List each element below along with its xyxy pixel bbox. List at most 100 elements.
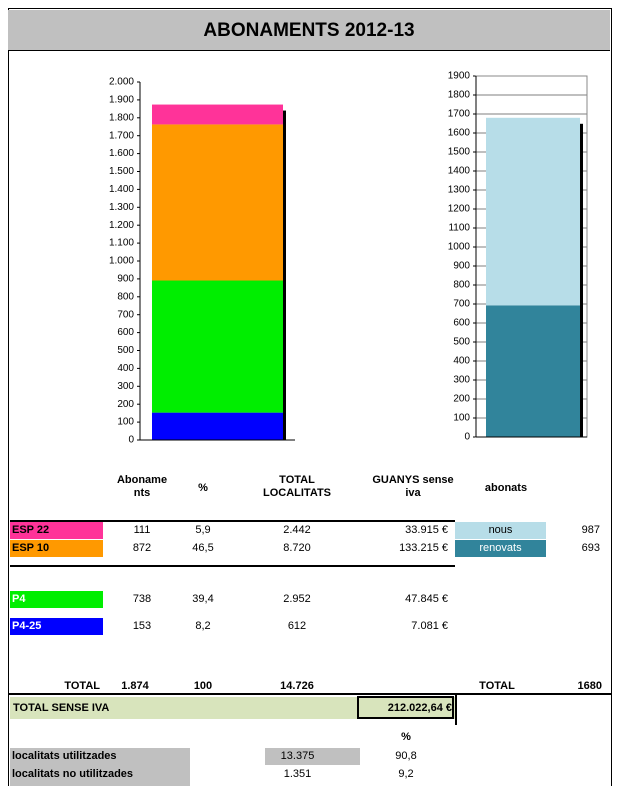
- abonats-cell: [455, 522, 546, 539]
- row-label-cell: [10, 540, 103, 557]
- label-bg: [10, 748, 190, 786]
- y-tick-label: 200: [117, 399, 134, 410]
- total-sense-iva-frame: [357, 696, 454, 719]
- page-frame: [8, 8, 612, 786]
- row-label: ESP 10: [12, 542, 50, 554]
- abonats-total-label: TOTAL: [479, 680, 515, 692]
- cell: 8,2: [195, 620, 211, 632]
- y-tick-label: 1500: [448, 147, 471, 158]
- total-label: TOTAL: [64, 680, 100, 692]
- abonats-total-value: 1680: [577, 680, 602, 692]
- y-tick-label: 100: [453, 413, 470, 424]
- column-header: abonats: [484, 482, 528, 494]
- total-cell: 14.726: [280, 680, 314, 692]
- cell: 2.442: [283, 524, 311, 536]
- row-label-cell: [10, 591, 103, 608]
- y-tick-label: 0: [128, 435, 134, 446]
- y-tick-label: 1300: [448, 185, 471, 196]
- divider: [455, 695, 457, 725]
- y-tick-label: 700: [453, 299, 470, 310]
- y-tick-label: 1.000: [109, 256, 134, 267]
- column-header: %: [198, 482, 208, 494]
- y-tick-label: 1.800: [109, 112, 134, 123]
- row-label-cell: [10, 522, 103, 539]
- cell: 47.845 €: [405, 593, 448, 605]
- bar-segment: [152, 124, 283, 281]
- bar-shadow: [580, 123, 583, 438]
- utilization-label: localitats utilitzades: [12, 750, 117, 762]
- rule: [8, 693, 612, 695]
- y-tick-label: 500: [117, 345, 134, 356]
- title: ABONAMENTS 2012-13: [203, 20, 415, 41]
- y-tick-label: 700: [117, 309, 134, 320]
- abonats-value: 693: [581, 542, 600, 554]
- cell: 39,4: [192, 593, 214, 605]
- column-header: TOTAL LOCALITATS: [262, 474, 332, 499]
- abonats-label: nous: [488, 524, 513, 536]
- y-tick-label: 400: [453, 356, 470, 367]
- y-tick-label: 1.300: [109, 202, 134, 213]
- y-tick-label: 1.500: [109, 166, 134, 177]
- bar-segment: [152, 412, 283, 440]
- y-tick-label: 900: [453, 261, 470, 272]
- y-tick-label: 900: [117, 274, 134, 285]
- row-label: ESP 22: [12, 524, 50, 536]
- cell: 153: [132, 620, 152, 632]
- value-bg: [265, 748, 360, 765]
- y-tick-label: 1.600: [109, 148, 134, 159]
- y-tick-label: 400: [117, 363, 134, 374]
- y-tick-label: 300: [453, 375, 470, 386]
- y-tick-label: 1.700: [109, 130, 134, 141]
- utilization-label: localitats no utilitzades: [12, 768, 134, 780]
- y-tick-label: 1000: [448, 242, 471, 253]
- total-sense-iva-row: [10, 697, 455, 719]
- row-label: P4-25: [12, 620, 42, 632]
- column-header: Aboname nts: [116, 474, 168, 499]
- cell: 7.081 €: [411, 620, 448, 632]
- cell: 46,5: [192, 542, 214, 554]
- y-tick-label: 1.400: [109, 184, 134, 195]
- abonats-cell: [455, 540, 546, 557]
- y-tick-label: 1900: [448, 71, 471, 82]
- title-bar: [8, 10, 610, 51]
- cell: 111: [133, 524, 151, 536]
- y-tick-label: 1200: [448, 204, 471, 215]
- cell: 5,9: [195, 524, 211, 536]
- y-tick-label: 1.100: [109, 238, 134, 249]
- bar-segment: [486, 117, 580, 306]
- cell: 2.952: [283, 593, 311, 605]
- cell: 872: [132, 542, 152, 554]
- y-tick-label: 800: [117, 291, 134, 302]
- bar-shadow: [283, 110, 286, 440]
- total-sense-iva-value: 212.022,64 €: [387, 702, 452, 714]
- utilization-value: 13.375: [280, 750, 315, 762]
- y-tick-label: 100: [117, 417, 134, 428]
- rule: [10, 565, 455, 567]
- y-tick-label: 1.200: [109, 220, 134, 231]
- cell: 8.720: [283, 542, 311, 554]
- bar-segment: [486, 305, 580, 437]
- total-cell: 100: [193, 680, 213, 692]
- percent-header: %: [401, 731, 411, 743]
- y-tick-label: 600: [453, 318, 470, 329]
- column-header: GUANYS sense iva: [372, 474, 454, 499]
- y-tick-label: 300: [117, 381, 134, 392]
- y-tick-label: 800: [453, 280, 470, 291]
- y-tick-label: 1600: [448, 128, 471, 139]
- y-tick-label: 0: [464, 432, 470, 443]
- rule: [10, 520, 455, 522]
- y-tick-label: 1100: [448, 223, 470, 234]
- utilization-percent: 9,2: [398, 768, 414, 780]
- cell: 33.915 €: [405, 524, 448, 536]
- abonats-value: 987: [581, 524, 600, 536]
- y-tick-label: 600: [117, 327, 134, 338]
- cell: 738: [132, 593, 152, 605]
- total-sense-iva-label: TOTAL SENSE IVA: [13, 702, 110, 714]
- y-tick-label: 1800: [448, 90, 471, 101]
- row-label: P4: [12, 593, 26, 605]
- cell: 133.215 €: [399, 542, 448, 554]
- y-tick-label: 500: [453, 337, 470, 348]
- utilization-value: 1.351: [283, 768, 312, 780]
